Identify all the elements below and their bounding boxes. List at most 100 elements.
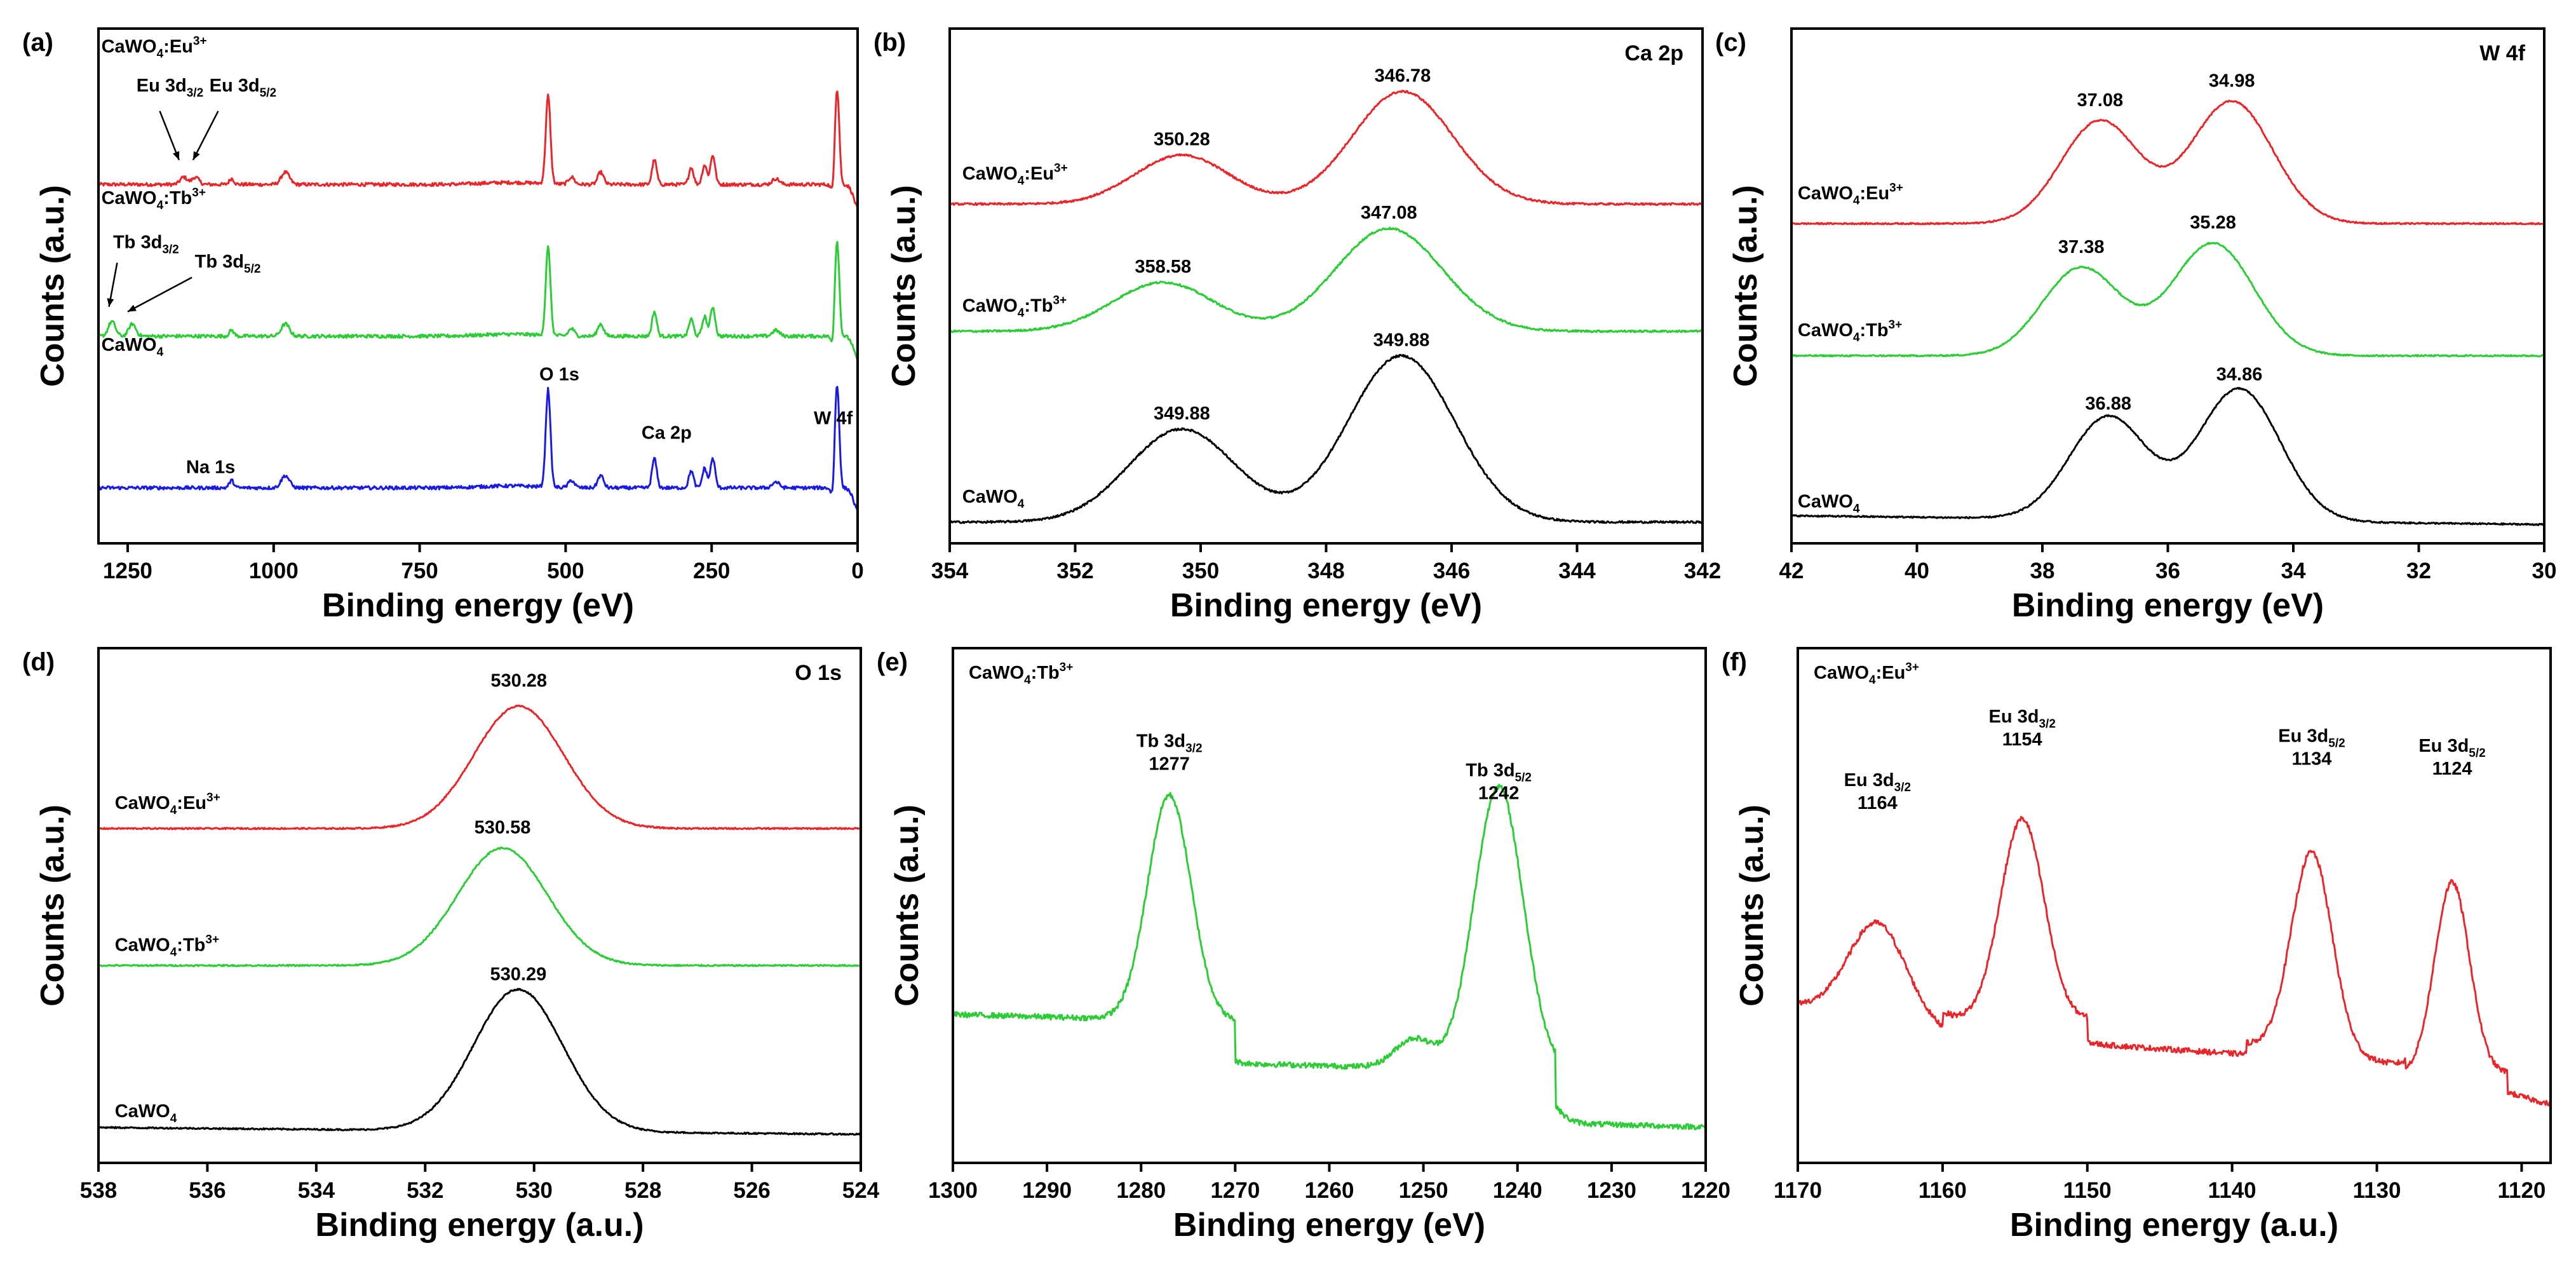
x-tick-label: 524 [842,1178,880,1203]
x-tick-label: 532 [407,1178,443,1203]
annotation: Eu 3d3/2 [137,76,203,100]
peak-name: Eu 3d3/2 [1844,770,1911,794]
x-tick-label: 30 [2532,559,2557,583]
x-tick-label: 1240 [1493,1178,1542,1203]
annotation-arrow [192,111,219,161]
x-tick-label: 42 [1779,559,1804,583]
x-tick-label: 538 [80,1178,117,1203]
x-tick-label: 1250 [103,559,152,583]
x-tick-label: 1280 [1116,1178,1166,1203]
x-tick-label: 342 [1684,559,1721,583]
x-tick-label: 1120 [2497,1178,2546,1203]
series-label: CaWO4:Eu3+ [1798,181,1903,207]
panel-label: (e) [877,648,908,676]
y-axis-title: Counts (a.u.) [34,185,71,387]
panel-f: (f) 1170 1160 1150 1140 1130 1120 Binding energ… [1722,647,2552,1244]
x-tick-label: 1140 [2208,1178,2256,1203]
panel-label: (b) [873,29,906,57]
series-line-2 [98,987,862,1136]
panel-title: CaWO4:Tb3+ [969,661,1073,687]
peak-label: 349.88 [1373,330,1430,350]
peak-label: 358.58 [1135,257,1191,277]
x-tick-label: 1170 [1774,1178,1822,1203]
annotation: O 1s [539,364,579,384]
peak-label: 34.98 [2209,71,2255,91]
annotation-arrow [127,276,192,313]
x-axis-title: Binding energy (a.u.) [315,1207,644,1244]
x-tick-label: 34 [2281,559,2306,583]
x-tick-label: 0 [851,559,863,583]
panel-b: (b) 354 352 350 348 346 344 342 Binding energy (… [873,27,1721,624]
y-axis-title: Counts (a.u.) [889,804,926,1007]
x-tick-label: 500 [547,559,584,583]
peak-label: 530.28 [490,671,547,691]
x-tick-label: 534 [298,1178,335,1203]
annotation: Tb 3d3/2 [113,232,179,256]
x-tick-label: 1160 [1919,1178,1967,1203]
panel-title: W 4f [2479,41,2525,65]
annotation-arrow [159,111,180,161]
peak-name: Tb 3d5/2 [1466,761,1532,785]
x-tick-label: 536 [189,1178,226,1203]
panel-label: (f) [1722,648,1747,676]
peak-value: 1154 [2002,730,2042,750]
series-line-1 [97,241,859,362]
x-tick-label: 250 [693,559,730,583]
x-tick-label: 352 [1056,559,1093,583]
peak-label: 37.38 [2058,237,2105,257]
arrow-head [127,304,137,312]
panel-title: Ca 2p [1624,41,1683,65]
x-tick-label: 38 [2030,559,2055,583]
x-tick-label: 1230 [1587,1178,1636,1203]
y-axis-title: Counts (a.u.) [1727,185,1764,387]
series-line-0 [97,90,859,208]
x-tick-label: 1290 [1022,1178,1072,1203]
y-axis-title: Counts (a.u.) [34,804,71,1007]
series-label: CaWO4:Eu3+ [115,791,220,817]
peak-label: 35.28 [2190,213,2236,233]
panel-a: (a) 1250 1000 750 500 250 0 Binding energy (eV)… [22,27,864,624]
annotation: Na 1s [186,458,235,478]
series-line-1 [1791,241,2545,358]
series-label: CaWO4 [102,335,164,359]
plot-frame [952,647,1707,1164]
peak-label: 34.86 [2216,364,2263,384]
plot-frame [97,647,862,1164]
peak-label: 347.08 [1361,203,1417,223]
x-axis-title: Binding energy (eV) [2012,587,2324,624]
peak-label: 346.78 [1375,66,1431,86]
annotation: Eu 3d5/2 [210,76,276,100]
peak-value: 1242 [1478,784,1520,804]
plot-frame [1797,647,2552,1164]
x-axis-title: Binding energy (eV) [322,587,634,624]
plot-frame [948,27,1704,545]
x-axis-title: Binding energy (eV) [1173,1207,1485,1244]
series-line-0 [98,704,861,831]
panel-d: (d) 538 536 534 532 530 528 526 524 Binding energ… [22,647,880,1244]
peak-label: 530.58 [475,818,531,838]
annotation: Ca 2p [642,423,692,444]
x-tick-label: 1250 [1399,1178,1448,1203]
series-label: CaWO4:Eu3+ [962,162,1068,188]
series-label: CaWO4:Tb3+ [1798,318,1902,344]
x-tick-label: 344 [1558,559,1596,583]
plot-frame [1790,27,2546,545]
x-axis-title: Binding energy (a.u.) [2010,1207,2338,1244]
x-tick-label: 1220 [1681,1178,1730,1203]
annotation: Tb 3d5/2 [195,252,261,276]
series-line-1 [98,846,861,968]
x-tick-label: 354 [931,559,969,583]
panel-c: (c) 42 40 38 36 34 32 30 Binding energy (eV) Coun… [1715,27,2557,624]
series-line-0 [952,784,1706,1130]
x-tick-label: 1130 [2353,1178,2401,1203]
series-line-2 [98,386,859,511]
series-label: CaWO4 [962,487,1025,511]
x-tick-label: 1300 [928,1178,978,1203]
annotation: W 4f [814,409,853,429]
panel-title: CaWO4:Eu3+ [1814,661,1919,687]
peak-label: 530.29 [490,965,547,985]
series-line-2 [949,353,1704,524]
series-label: CaWO4:Tb3+ [115,933,219,959]
x-tick-label: 348 [1307,559,1344,583]
